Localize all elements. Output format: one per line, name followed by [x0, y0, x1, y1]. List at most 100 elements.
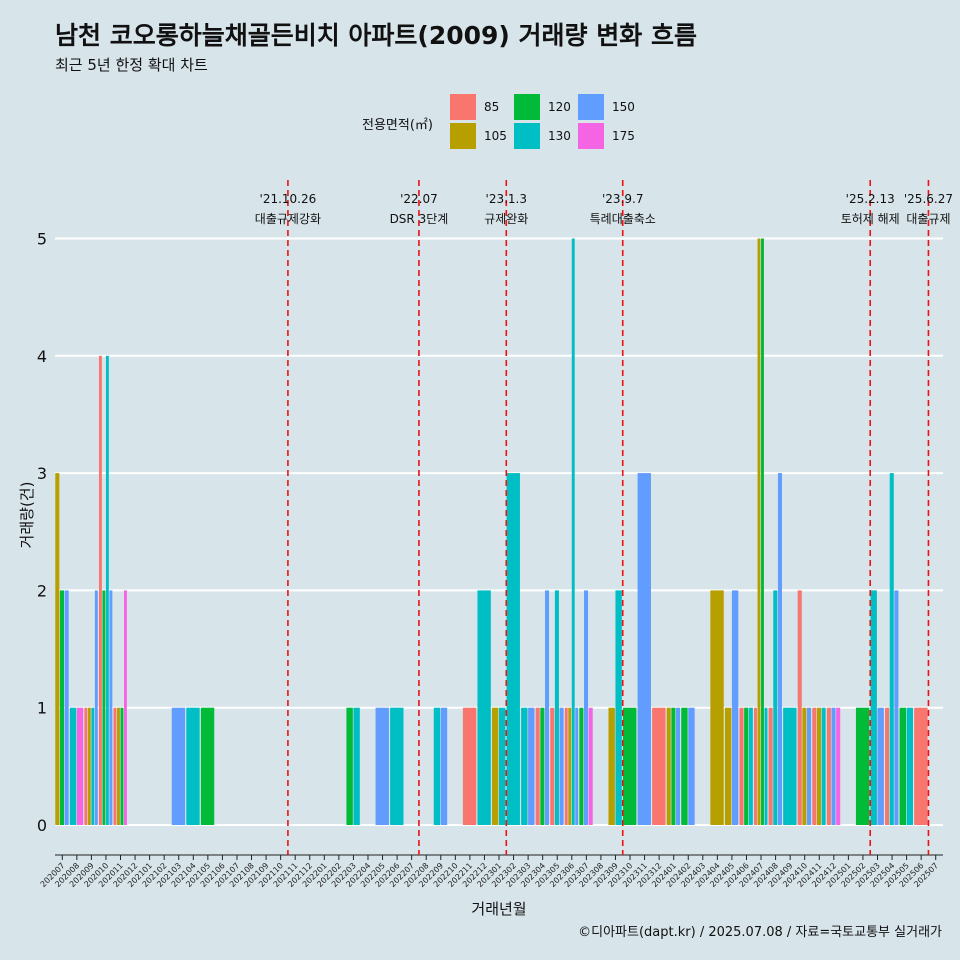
bar: [64, 590, 69, 825]
bar: [554, 590, 559, 825]
bar: [84, 707, 88, 825]
y-tick-label: 5: [37, 230, 47, 249]
bar: [731, 590, 739, 825]
bar: [688, 707, 695, 825]
bar: [748, 707, 753, 825]
legend-label: 85: [484, 100, 500, 114]
bar: [914, 707, 928, 825]
event-date: '25.2.13: [846, 192, 895, 206]
y-tick-label: 1: [37, 699, 47, 718]
event-label: 토허제 해제: [841, 212, 900, 226]
bar: [855, 707, 870, 825]
legend-item-105: 105: [450, 122, 514, 150]
bar: [894, 590, 899, 825]
legend-item-130: 130: [514, 122, 578, 150]
bar: [739, 707, 744, 825]
bar: [764, 707, 768, 825]
y-tick-label: 0: [37, 816, 47, 835]
bar: [807, 707, 812, 825]
event-date: '25.6.27: [904, 192, 953, 206]
bar: [171, 707, 186, 825]
bar: [681, 707, 688, 825]
y-tick-label: 3: [37, 464, 47, 483]
bar: [105, 355, 109, 825]
bar: [200, 707, 215, 825]
bar: [831, 707, 836, 825]
bar: [462, 707, 477, 825]
legend-swatch: [450, 123, 476, 149]
legend-swatch: [514, 123, 540, 149]
bar: [637, 473, 651, 825]
legend-item-150: 150: [578, 93, 642, 121]
bar: [521, 707, 528, 825]
bar: [710, 590, 724, 825]
bar: [98, 355, 102, 825]
y-axis-title: 거래량(건): [18, 482, 36, 549]
bar: [492, 707, 499, 825]
x-axis-title: 거래년월: [471, 900, 526, 918]
bar: [608, 707, 615, 825]
bar: [559, 707, 564, 825]
event-date: '21.10.26: [260, 192, 317, 206]
bar: [535, 707, 540, 825]
bar: [545, 590, 550, 825]
bar: [94, 590, 98, 825]
bar: [76, 707, 84, 825]
bar: [87, 707, 91, 825]
bar: [885, 707, 890, 825]
bar: [117, 707, 120, 825]
bar: [797, 590, 802, 825]
bar: [59, 590, 65, 825]
bar: [69, 707, 77, 825]
bar: [816, 707, 821, 825]
chart-subtitle: 최근 5년 한정 확대 차트: [55, 56, 208, 74]
bar: [768, 707, 773, 825]
bar: [390, 707, 404, 825]
bar: [579, 707, 584, 825]
event-label: 대출규제강화: [255, 212, 321, 226]
bar: [124, 590, 127, 825]
bar: [186, 707, 200, 825]
bar: [499, 707, 506, 825]
y-tick-label: 2: [37, 581, 47, 600]
bar: [571, 238, 575, 825]
legend-title: 전용면적(㎡): [362, 118, 433, 133]
bar: [433, 707, 441, 825]
bar: [671, 707, 676, 825]
bar: [477, 590, 491, 825]
source-caption: ©디아파트(dapt.kr) / 2025.07.08 / 자료=국토교통부 실…: [578, 925, 942, 940]
bar: [113, 707, 117, 825]
bar: [802, 707, 807, 825]
bar: [102, 590, 106, 825]
bar: [676, 707, 681, 825]
bar: [120, 707, 124, 825]
bar: [506, 473, 520, 825]
bar: [91, 707, 95, 825]
event-label: 규제완화: [484, 212, 528, 226]
bar: [623, 707, 637, 825]
legend-label: 105: [484, 129, 507, 143]
legend-item-120: 120: [514, 93, 578, 121]
bar: [899, 707, 907, 825]
bar: [666, 707, 671, 825]
bar: [812, 707, 817, 825]
bar: [109, 590, 113, 825]
bar: [761, 238, 764, 825]
event-label: 특례대출축소: [590, 212, 656, 226]
bar: [724, 707, 732, 825]
bar: [615, 590, 622, 825]
legend-swatch: [450, 94, 476, 120]
legend-label: 120: [548, 100, 571, 114]
bar: [826, 707, 831, 825]
legend-item-85: 85: [450, 93, 514, 121]
bar: [783, 707, 797, 825]
bar: [773, 590, 778, 825]
bar: [652, 707, 666, 825]
bar: [877, 707, 884, 825]
bar: [777, 473, 782, 825]
bar: [889, 473, 894, 825]
chart-title: 남천 코오롱하늘채골든비치 아파트(2009) 거래량 변화 흐름: [55, 21, 697, 50]
legend-item-175: 175: [578, 122, 642, 150]
bar: [575, 707, 579, 825]
